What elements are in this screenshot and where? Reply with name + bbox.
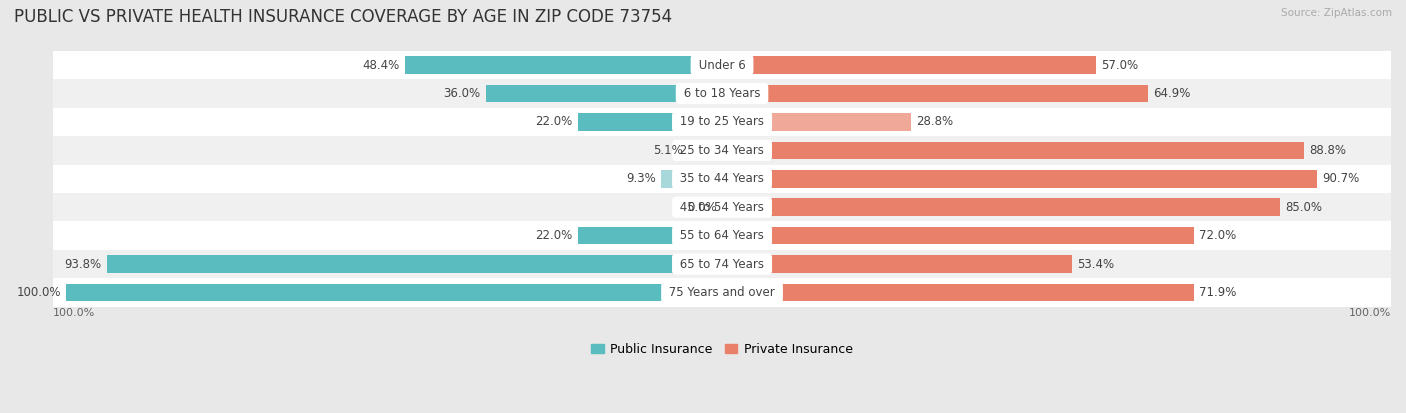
Bar: [578, 227, 723, 244]
Text: Under 6: Under 6: [695, 59, 749, 71]
Bar: [723, 113, 911, 131]
Text: 35 to 44 Years: 35 to 44 Years: [676, 172, 768, 185]
Bar: [53, 164, 1391, 193]
Bar: [53, 108, 1391, 136]
Text: 22.0%: 22.0%: [536, 229, 572, 242]
Bar: [723, 56, 1095, 74]
Text: 28.8%: 28.8%: [917, 115, 953, 128]
Text: 64.9%: 64.9%: [1153, 87, 1191, 100]
Text: 71.9%: 71.9%: [1199, 286, 1236, 299]
Legend: Public Insurance, Private Insurance: Public Insurance, Private Insurance: [586, 338, 858, 361]
Text: 88.8%: 88.8%: [1309, 144, 1347, 157]
Text: Source: ZipAtlas.com: Source: ZipAtlas.com: [1281, 8, 1392, 18]
Text: 65 to 74 Years: 65 to 74 Years: [676, 258, 768, 271]
Text: 25 to 34 Years: 25 to 34 Years: [676, 144, 768, 157]
Text: 93.8%: 93.8%: [65, 258, 101, 271]
Bar: [578, 113, 723, 131]
Text: 85.0%: 85.0%: [1285, 201, 1322, 214]
Bar: [486, 85, 723, 102]
Text: 90.7%: 90.7%: [1322, 172, 1360, 185]
Bar: [723, 255, 1073, 273]
Bar: [723, 85, 1147, 102]
Bar: [689, 142, 723, 159]
Text: 22.0%: 22.0%: [536, 115, 572, 128]
Bar: [66, 284, 723, 301]
Text: 36.0%: 36.0%: [443, 87, 481, 100]
Bar: [723, 198, 1279, 216]
Bar: [53, 278, 1391, 307]
Text: 53.4%: 53.4%: [1077, 258, 1115, 271]
Text: 100.0%: 100.0%: [17, 286, 60, 299]
Bar: [723, 227, 1194, 244]
Text: 72.0%: 72.0%: [1199, 229, 1237, 242]
Bar: [53, 51, 1391, 79]
Bar: [723, 170, 1317, 188]
Text: 100.0%: 100.0%: [1348, 308, 1391, 318]
Text: 19 to 25 Years: 19 to 25 Years: [676, 115, 768, 128]
Text: 45 to 54 Years: 45 to 54 Years: [676, 201, 768, 214]
Text: 100.0%: 100.0%: [53, 308, 96, 318]
Text: 5.1%: 5.1%: [654, 144, 683, 157]
Text: 9.3%: 9.3%: [626, 172, 655, 185]
Bar: [107, 255, 723, 273]
Text: 55 to 64 Years: 55 to 64 Years: [676, 229, 768, 242]
Text: 0.0%: 0.0%: [688, 201, 717, 214]
Bar: [53, 193, 1391, 221]
Bar: [661, 170, 723, 188]
Bar: [405, 56, 723, 74]
Text: 6 to 18 Years: 6 to 18 Years: [681, 87, 765, 100]
Text: 48.4%: 48.4%: [363, 59, 399, 71]
Bar: [723, 142, 1305, 159]
Bar: [53, 136, 1391, 164]
Text: 57.0%: 57.0%: [1101, 59, 1139, 71]
Bar: [723, 284, 1194, 301]
Bar: [53, 221, 1391, 250]
Text: PUBLIC VS PRIVATE HEALTH INSURANCE COVERAGE BY AGE IN ZIP CODE 73754: PUBLIC VS PRIVATE HEALTH INSURANCE COVER…: [14, 8, 672, 26]
Bar: [53, 250, 1391, 278]
Bar: [53, 79, 1391, 108]
Text: 75 Years and over: 75 Years and over: [665, 286, 779, 299]
